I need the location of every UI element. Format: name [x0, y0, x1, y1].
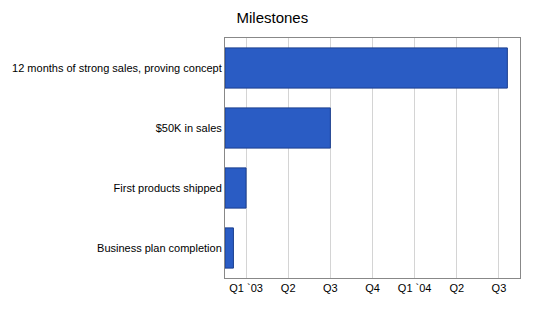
- svg-text:12 months of strong sales, pro: 12 months of strong sales, proving conce…: [12, 62, 222, 74]
- svg-text:Q2: Q2: [281, 282, 296, 294]
- svg-text:Q1 `03: Q1 `03: [229, 282, 263, 294]
- svg-text:Q2: Q2: [449, 282, 464, 294]
- svg-text:Q3: Q3: [492, 282, 507, 294]
- svg-text:$50K in sales: $50K in sales: [156, 122, 223, 134]
- svg-text:Q1 `04: Q1 `04: [398, 282, 432, 294]
- svg-text:Business plan completion: Business plan completion: [97, 242, 222, 254]
- svg-text:Milestones: Milestones: [237, 9, 309, 26]
- svg-text:Q3: Q3: [323, 282, 338, 294]
- svg-text:Q4: Q4: [365, 282, 380, 294]
- svg-text:First products shipped: First products shipped: [114, 182, 222, 194]
